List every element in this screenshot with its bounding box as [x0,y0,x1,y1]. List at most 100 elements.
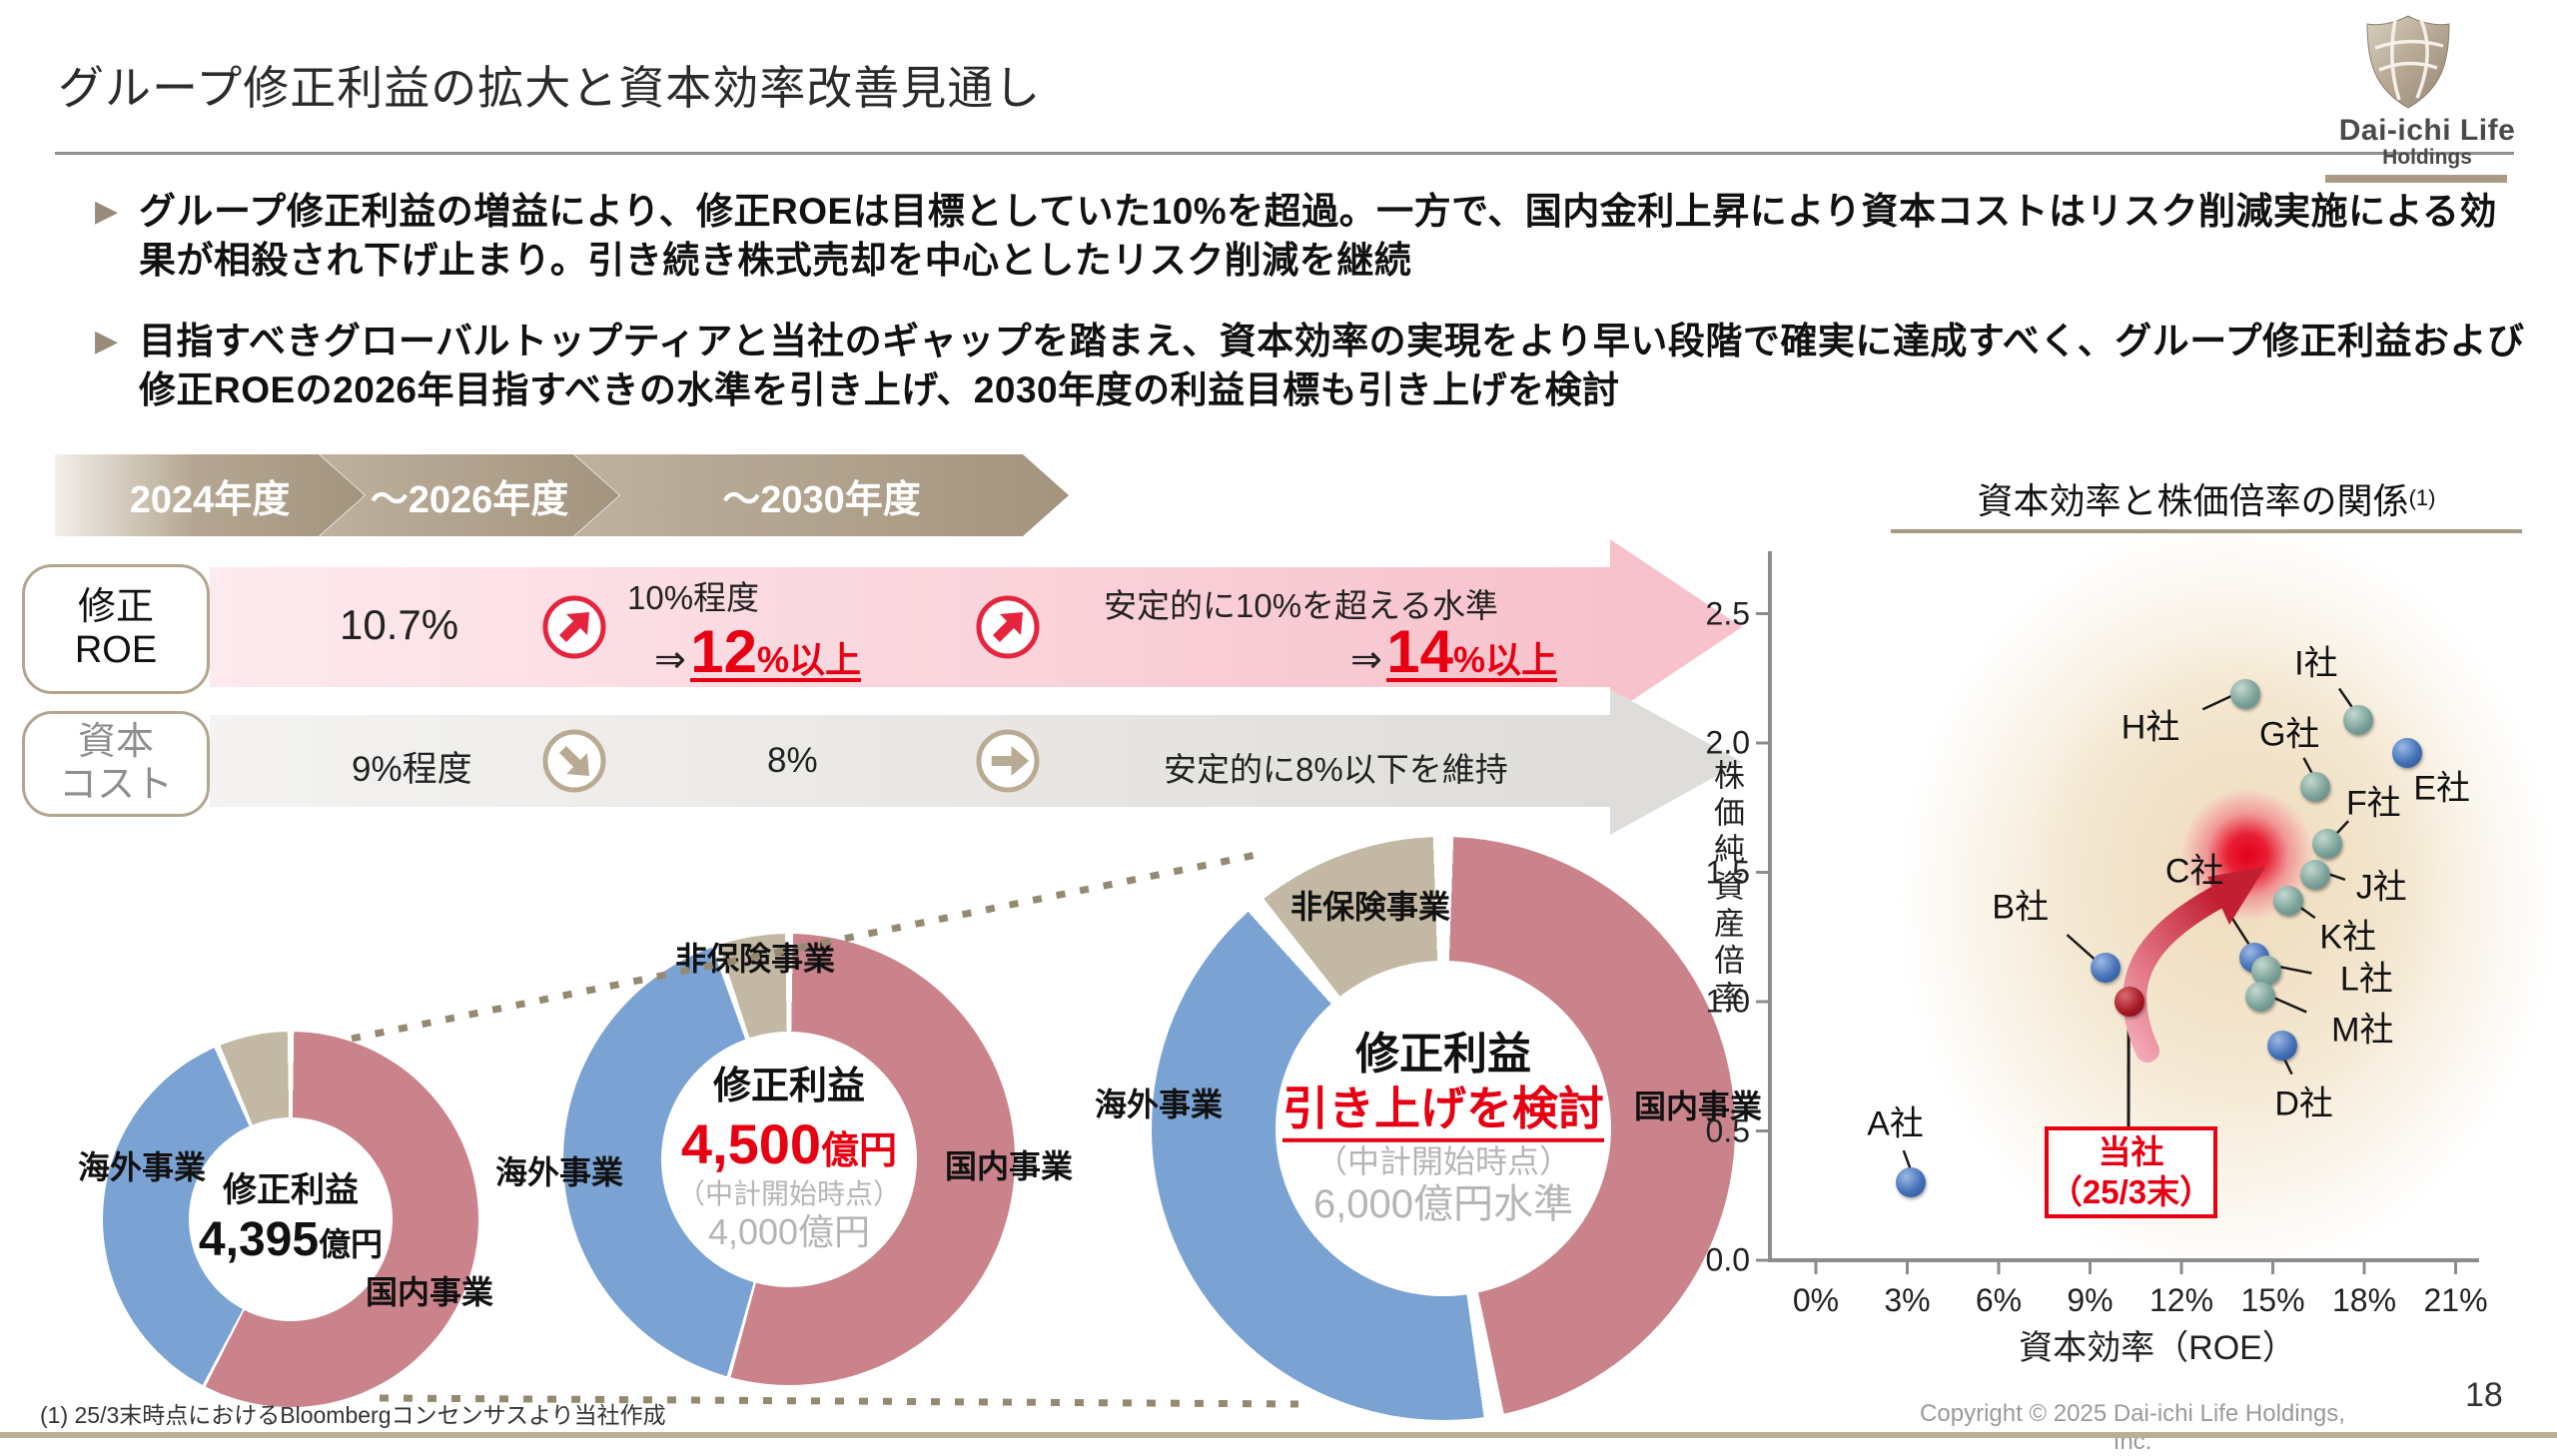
scatter-point-B社 [2091,953,2121,983]
donut-center-line: 引き上げを検討 [1282,1082,1604,1142]
cost-2026-value: 8% [767,741,818,781]
donut-segment-label: 海外事業 [495,1147,623,1193]
roe-2026-target: ⇒ 12%以上 [654,617,861,686]
cost-current-value: 9%程度 [352,741,472,792]
donut-center-line: 4,395億円 [199,1211,383,1269]
logo-subtext: Holdings [2297,146,2557,170]
up-arrow-circle-icon [541,594,607,660]
title-divider [55,152,2514,155]
donut-segment-label: 国内事業 [366,1267,493,1313]
scatter-point-D社 [2267,1031,2297,1061]
donut-center-line: 4,000億円 [677,1211,901,1254]
x-tick-label: 18% [2332,1282,2396,1319]
roe-current-value: 10.7% [340,601,458,649]
donut-center-line: 6,000億円水準 [1282,1180,1604,1228]
scatter-point-label: H社 [2122,699,2180,748]
donut-segment-label: 非保険事業 [675,934,835,980]
donut-center-line: （中計開始時点） [677,1177,901,1211]
donut-segment-label: 海外事業 [1095,1080,1223,1125]
scatter-point-I社 [2343,705,2373,735]
scatter-point-H社 [2230,679,2260,709]
timeline-chevron-label: ～2030年度 [722,468,921,523]
y-tick-label: 0.5 [1680,1112,1750,1149]
y-tick-label: 0.0 [1680,1242,1750,1279]
page-number: 18 [2465,1376,2503,1415]
x-tick-label: 6% [1976,1282,2022,1319]
bullet-2-text: 目指すべきグローバルトップティアと当社のギャップを踏まえ、資本効率の実現をより早… [139,318,2532,415]
scatter-point-label: J社 [2356,860,2407,909]
scatter-point-A社 [1896,1167,1926,1197]
company-annotation-box: 当社 （25/3末） [2045,1126,2217,1218]
x-tick-label: 21% [2423,1282,2487,1319]
scatter-point-label: C社 [2165,843,2224,892]
scatter-title: 資本効率と株価倍率の関係(1) [1891,467,2522,533]
cost-2030-note: 安定的に8%以下を維持 [1164,743,1508,791]
timeline-chevron-3: ～2030年度 [574,454,1069,536]
page-title: グループ修正利益の拡大と資本効率改善見通し [58,52,1956,118]
timeline-chevron-1: 2024年度 [55,454,365,536]
logo-bar [2325,175,2507,183]
donut-center-line: 修正利益 [199,1170,383,1211]
bottom-bar [0,1432,2557,1438]
scatter-point-label: A社 [1867,1096,1924,1145]
scatter-point-label: F社 [2346,776,2401,825]
shield-globe-icon [2365,14,2451,110]
scatter-point-M社 [2245,982,2275,1012]
y-tick-label: 1.0 [1680,984,1750,1021]
y-tick-label: 2.5 [1680,595,1750,632]
footnote-marker: (1) [2409,485,2436,511]
bullet-2: ▶ 目指すべきグローバルトップティアと当社のギャップを踏まえ、資本効率の実現をよ… [95,318,2532,415]
up-arrow-circle-icon-glyph [975,594,1041,660]
donut-segment-label: 非保険事業 [1290,882,1450,928]
bullet-1: ▶ グループ修正利益の増益により、修正ROEは目標としていた10%を超過。一方で… [95,188,2532,286]
roe-row-label: 修正 ROE [22,564,210,694]
timeline-chevron-label: 2024年度 [130,468,291,523]
donut-center-line: 修正利益 [1282,1029,1604,1082]
timeline-chevron-label: ～2026年度 [371,468,569,523]
roe-2026-note: 10%程度 [627,571,759,619]
copyright: Copyright © 2025 Dai-ichi Life Holdings,… [1898,1400,2367,1456]
y-tick-label: 1.5 [1680,854,1750,891]
scatter-point-label: D社 [2274,1077,2333,1125]
donut-center-line: （中計開始時点） [1282,1142,1604,1180]
right-arrow-circle-icon [975,728,1041,794]
up-arrow-circle-icon [975,594,1041,660]
scatter-point-company [2115,987,2144,1017]
scatter-point-K社 [2273,886,2303,916]
scatter-point-label: G社 [2259,707,2319,756]
timeline-chevron-2: ～2026年度 [320,454,619,536]
scatter-point-G社 [2300,772,2330,802]
logo-text: Dai-ichi Life [2297,114,2557,148]
x-tick-label: 9% [2067,1282,2113,1319]
y-tick-label: 2.0 [1680,725,1750,762]
triangle-bullet-icon: ▶ [95,318,123,415]
company-logo: Dai-ichi Life Holdings [2327,12,2527,182]
footnote: (1) 25/3末時点におけるBloombergコンセンサスより当社作成 [40,1396,666,1430]
down-arrow-circle-icon [541,728,607,794]
x-tick-label: 15% [2240,1282,2304,1319]
x-axis-title: 資本効率（ROE） [1958,1320,2357,1369]
triangle-bullet-icon: ▶ [95,188,123,286]
capital-cost-row-label: 資本 コスト [22,711,210,817]
donut-center-line: 4,500億円 [677,1110,901,1177]
donut-center-line: 修正利益 [677,1065,901,1110]
donut-segment-label: 国内事業 [945,1141,1073,1187]
bullet-1-text: グループ修正利益の増益により、修正ROEは目標としていた10%を超過。一方で、国… [139,188,2532,286]
scatter-point-label: L社 [2340,951,2393,1000]
donut-3-center-text: 修正利益引き上げを検討（中計開始時点）6,000億円水準 [1282,1029,1604,1228]
scatter-point-label: B社 [1992,880,2049,929]
donut-segment-label: 海外事業 [78,1142,206,1188]
x-tick-label: 0% [1793,1282,1839,1319]
scatter-point-label: I社 [2294,635,2337,684]
x-tick-label: 12% [2149,1282,2213,1319]
right-arrow-circle-icon-glyph [975,728,1041,794]
roe-2030-target: ⇒ 14%以上 [1350,617,1557,686]
down-arrow-circle-icon-glyph [541,728,607,794]
up-arrow-circle-icon-glyph [541,594,607,660]
x-tick-label: 3% [1884,1282,1930,1319]
scatter-point-label: M社 [2331,1002,2393,1051]
scatter-point-J社 [2300,860,2330,890]
